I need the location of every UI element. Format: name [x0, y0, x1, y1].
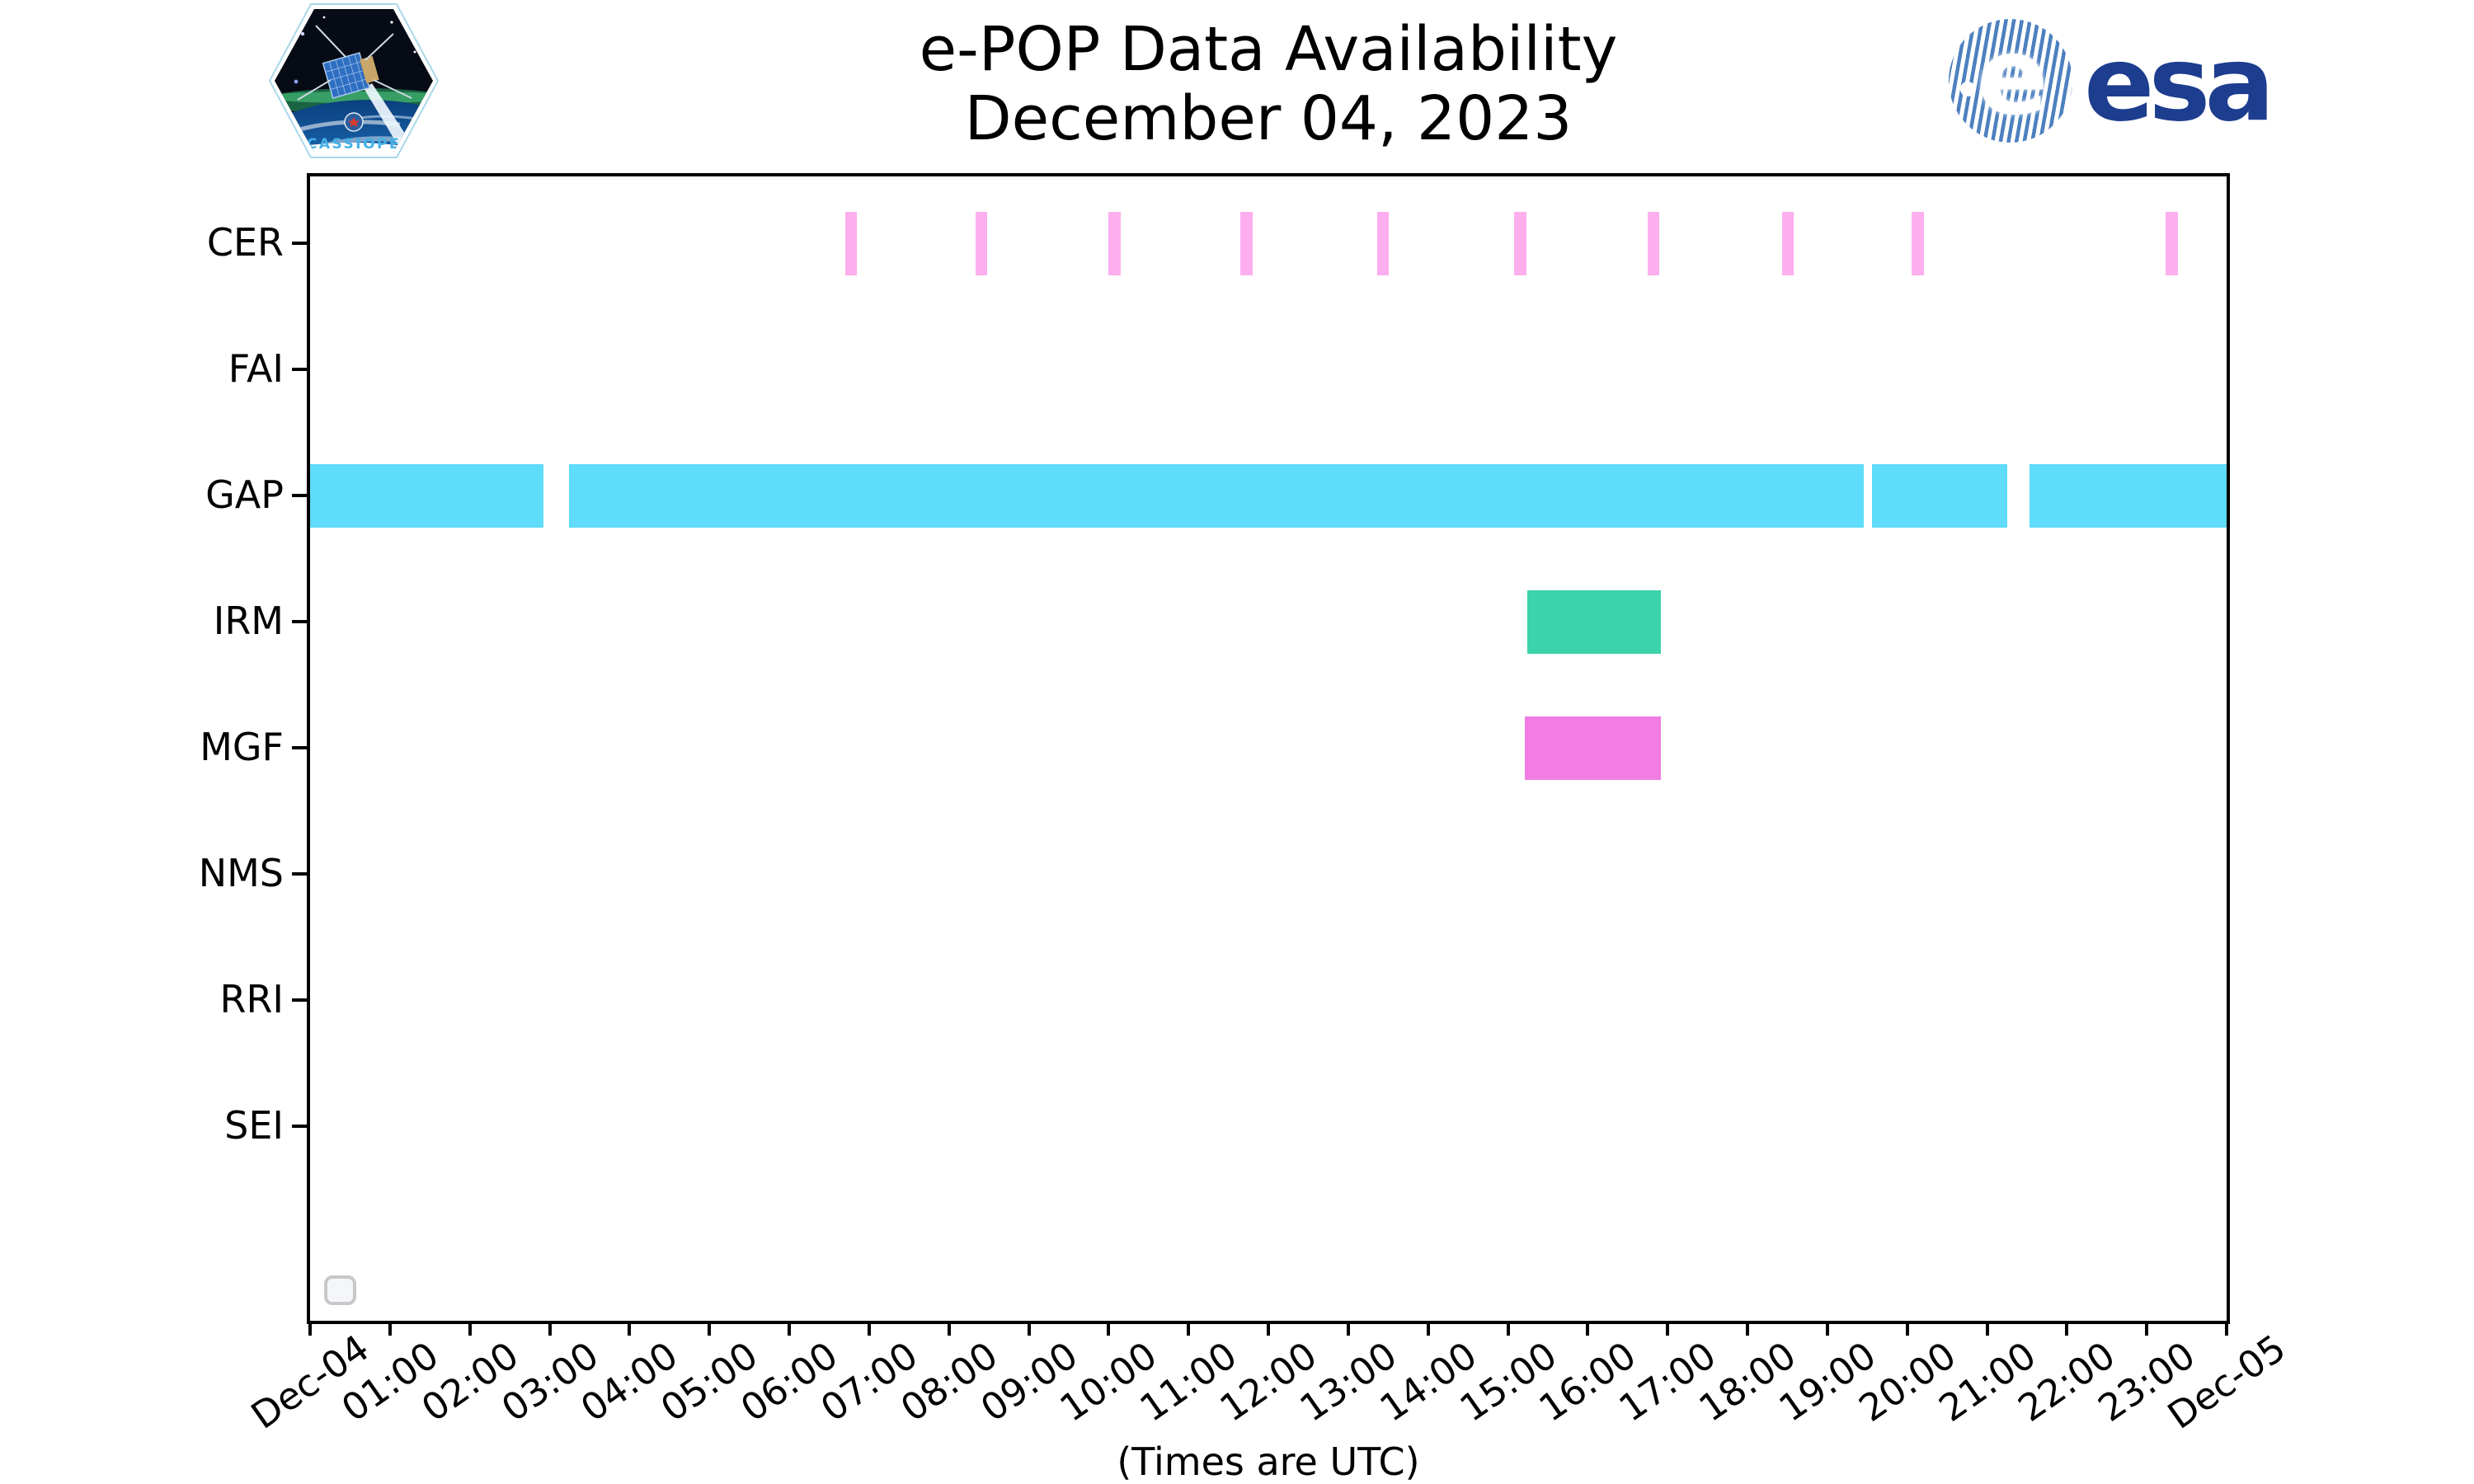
- patch-label: CASSIOPE: [307, 136, 401, 153]
- x-axis-tick: [1586, 1324, 1590, 1336]
- plot-area: [307, 173, 2230, 1324]
- y-axis-tick: [292, 872, 307, 876]
- esa-globe-icon: e: [1949, 19, 2072, 143]
- cer-data-bar: [1108, 211, 1121, 275]
- y-axis-tick: [292, 368, 307, 371]
- chart-title-line1: e-POP Data Availability: [919, 14, 1618, 85]
- x-axis-tick: [867, 1324, 871, 1336]
- x-axis-tick: [1267, 1324, 1270, 1336]
- cer-data-bar: [1912, 211, 1924, 275]
- x-axis-tick: [1985, 1324, 1989, 1336]
- cer-data-bar: [1781, 211, 1794, 275]
- y-axis-label-sei: SEI: [224, 1102, 284, 1148]
- patch-radar-beam: [364, 83, 410, 146]
- y-axis-label-cer: CER: [206, 219, 284, 265]
- y-axis-tick: [292, 1125, 307, 1128]
- x-axis-tick: [468, 1324, 472, 1336]
- x-axis-tick: [788, 1324, 791, 1336]
- x-axis-tick: [708, 1324, 712, 1336]
- cer-data-bar: [844, 211, 858, 275]
- esa-logo: e esa: [1949, 19, 2303, 155]
- cer-data-bar: [1647, 211, 1660, 275]
- esa-globe-letter: e: [1977, 19, 2048, 139]
- x-axis-tick: [1346, 1324, 1350, 1336]
- y-axis-label-nms: NMS: [198, 850, 284, 895]
- x-axis-tick: [2225, 1324, 2228, 1336]
- gap-data-bar: [2029, 463, 2227, 528]
- empty-legend-box: [324, 1275, 356, 1305]
- irm-data-bar: [1526, 589, 1662, 654]
- gap-data-bar: [1872, 463, 2007, 528]
- patch-satellite-icon: [322, 52, 379, 99]
- esa-globe-dot: [1960, 82, 1975, 96]
- cer-data-bar: [2166, 211, 2178, 275]
- cer-data-bar: [975, 211, 988, 275]
- x-axis-tick: [548, 1324, 552, 1336]
- y-axis-label-fai: FAI: [228, 345, 284, 391]
- mgf-data-bar: [1524, 716, 1662, 780]
- cer-data-bar: [1376, 211, 1390, 275]
- y-axis-tick: [292, 494, 307, 497]
- x-axis-tick: [1666, 1324, 1670, 1336]
- chart-title-line2: December 04, 2023: [964, 83, 1573, 155]
- y-axis-label-rri: RRI: [219, 976, 285, 1021]
- x-axis-tick: [1027, 1324, 1031, 1336]
- gap-data-bar: [310, 463, 543, 528]
- y-axis-label-irm: IRM: [213, 598, 284, 643]
- x-axis-tick: [1187, 1324, 1191, 1336]
- cer-data-bar: [1240, 211, 1253, 275]
- cassiope-mission-patch: CASSIOPE: [268, 3, 440, 158]
- esa-wordmark: esa: [2084, 23, 2274, 144]
- x-axis-tick: [628, 1324, 632, 1336]
- x-axis-tick: [388, 1324, 392, 1336]
- x-axis-tick: [2145, 1324, 2149, 1336]
- x-axis-tick: [1825, 1324, 1829, 1336]
- x-axis-tick: [1746, 1324, 1749, 1336]
- x-axis-tick: [1506, 1324, 1510, 1336]
- x-axis-tick: [1426, 1324, 1430, 1336]
- x-axis-tick: [308, 1324, 312, 1336]
- y-axis-tick: [292, 746, 307, 749]
- x-axis-tick: [2065, 1324, 2069, 1336]
- x-axis-tick: [947, 1324, 951, 1336]
- y-axis-tick: [292, 242, 307, 245]
- x-axis-tick: [1107, 1324, 1111, 1336]
- x-axis-caption: (Times are UTC): [1117, 1439, 1420, 1484]
- y-axis-label-mgf: MGF: [200, 724, 284, 769]
- gap-data-bar: [568, 463, 1865, 528]
- cer-data-bar: [1514, 211, 1526, 275]
- x-axis-tick: [1905, 1324, 1909, 1336]
- y-axis-tick: [292, 998, 307, 1002]
- y-axis-label-gap: GAP: [205, 472, 284, 517]
- y-axis-tick: [292, 620, 307, 623]
- chart-title: e-POP Data Availability December 04, 202…: [310, 15, 2227, 154]
